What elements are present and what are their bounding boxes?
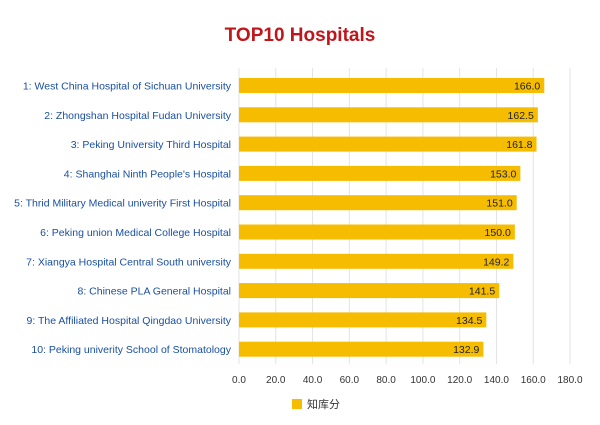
- bar: [239, 341, 484, 357]
- bar: [239, 195, 517, 211]
- x-tick-label: 40.0: [303, 375, 323, 386]
- data-label: 134.5: [456, 315, 482, 327]
- data-label: 150.0: [485, 227, 511, 239]
- category-label: 7: Xiangya Hospital Central South univer…: [26, 256, 232, 268]
- legend: 知库分: [292, 397, 340, 411]
- bars: [239, 78, 545, 357]
- data-label: 149.2: [483, 256, 509, 268]
- legend-label: 知库分: [307, 397, 340, 411]
- x-axis-tick-labels: 0.0 20.0 40.0 60.0 80.0 100.0 120.0 140.0 160.0 1…: [232, 375, 583, 386]
- x-tick-label: 160.0: [521, 375, 546, 386]
- data-label: 161.8: [506, 139, 532, 151]
- bar: [239, 224, 515, 240]
- bar: [239, 136, 537, 152]
- x-tick-label: 0.0: [232, 375, 246, 386]
- data-label: 153.0: [490, 168, 516, 180]
- legend-swatch: [292, 399, 302, 409]
- data-label: 162.5: [508, 110, 534, 122]
- category-label: 1: West China Hospital of Sichuan Univer…: [23, 81, 232, 93]
- category-label: 2: Zhongshan Hospital Fudan University: [44, 110, 232, 122]
- bar: [239, 283, 500, 299]
- bar: [239, 78, 545, 93]
- x-tick-label: 180.0: [557, 375, 582, 386]
- category-label: 4: Shanghai Ninth People's Hospital: [64, 168, 231, 180]
- bar: [239, 253, 514, 269]
- bar: [239, 165, 521, 181]
- data-labels: 166.0 162.5 161.8 153.0 151.0 150.0 149.2 141.5…: [453, 81, 540, 357]
- category-label: 8: Chinese PLA General Hospital: [77, 286, 231, 298]
- category-label: 3: Peking University Third Hospital: [71, 139, 231, 151]
- category-labels: 1: West China Hospital of Sichuan Univer…: [14, 81, 232, 357]
- category-label: 9: The Affiliated Hospital Qingdao Unive…: [27, 315, 232, 327]
- x-tick-label: 120.0: [447, 375, 472, 386]
- category-label: 6: Peking union Medical College Hospital: [40, 227, 231, 239]
- x-tick-label: 140.0: [484, 375, 509, 386]
- x-tick-label: 20.0: [266, 375, 286, 386]
- bar: [239, 107, 538, 123]
- data-label: 151.0: [486, 198, 512, 210]
- data-label: 141.5: [469, 286, 495, 298]
- x-tick-label: 100.0: [410, 375, 435, 386]
- category-label: 5: Thrid Military Medical univerity Firs…: [14, 198, 231, 210]
- bar: [239, 312, 487, 328]
- data-label: 132.9: [453, 344, 479, 356]
- data-label: 166.0: [514, 81, 540, 93]
- chart-title: TOP10 Hospitals: [225, 25, 376, 46]
- x-tick-label: 80.0: [376, 375, 396, 386]
- category-label: 10: Peking univerity School of Stomatolo…: [31, 344, 231, 356]
- x-tick-label: 60.0: [340, 375, 360, 386]
